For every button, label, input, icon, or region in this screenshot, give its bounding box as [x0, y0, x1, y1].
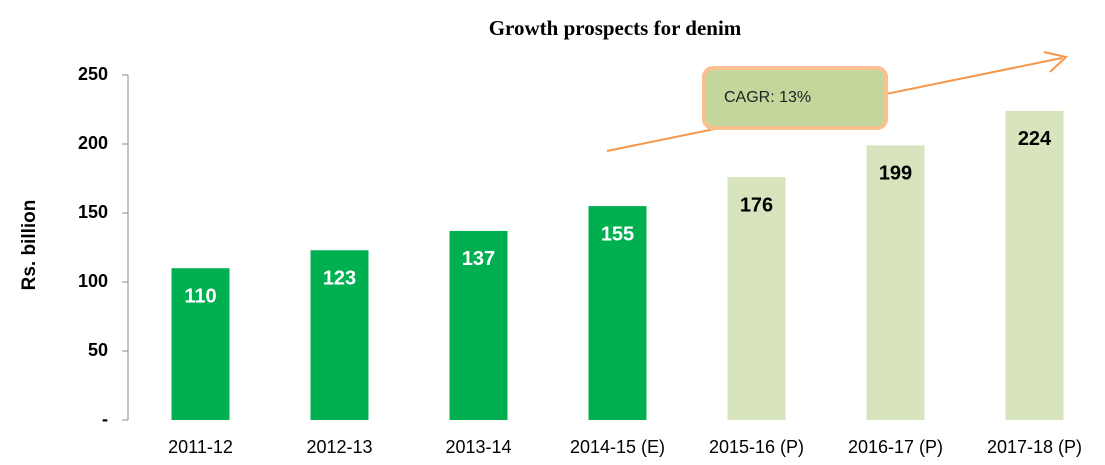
- x-tick-label: 2015-16 (P): [709, 437, 804, 457]
- x-tick-label: 2017-18 (P): [987, 437, 1082, 457]
- data-label: 176: [740, 194, 773, 216]
- y-tick-label: 250: [78, 64, 108, 84]
- data-label: 224: [1018, 128, 1052, 150]
- y-axis-label: Rs. billion: [19, 200, 40, 291]
- x-tick-label: 2016-17 (P): [848, 437, 943, 457]
- y-tick-label: 150: [78, 202, 108, 222]
- bar: [588, 206, 647, 420]
- bar: [866, 145, 925, 420]
- y-tick-label: 200: [78, 133, 108, 153]
- data-label: 110: [184, 285, 216, 307]
- x-tick-label: 2011-12: [168, 437, 233, 457]
- x-tick-label: 2012-13: [306, 437, 372, 457]
- data-label: 155: [601, 223, 634, 245]
- bar: [449, 230, 508, 420]
- x-tick-label: 2013-14: [445, 437, 511, 457]
- annotation: CAGR: 13%: [724, 89, 811, 106]
- bar: [1005, 110, 1064, 420]
- x-tick-label: 2014-15 (E): [570, 437, 665, 457]
- data-label: 137: [462, 248, 495, 270]
- bar: [310, 250, 369, 420]
- bar: [171, 268, 230, 420]
- y-tick-label: -: [102, 409, 108, 429]
- y-tick-label: 100: [78, 271, 108, 291]
- arrow-head: [1043, 51, 1069, 73]
- data-label: 123: [323, 268, 356, 290]
- bar: [727, 177, 786, 420]
- annotation-box: [702, 66, 888, 130]
- data-label: 199: [879, 163, 912, 185]
- chart-title: Growth prospects for denim: [489, 16, 742, 40]
- y-tick-label: 50: [88, 340, 108, 360]
